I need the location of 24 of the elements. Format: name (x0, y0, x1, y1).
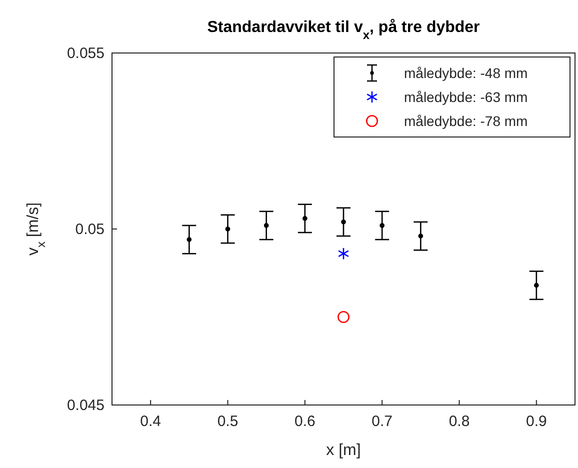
legend-label: måledybde: -63 mm (404, 89, 528, 105)
point (341, 220, 346, 224)
x-tick-label: 0.7 (372, 413, 393, 430)
point (186, 237, 192, 242)
x-tick-label: 0.8 (448, 413, 470, 430)
point (302, 216, 308, 221)
y-tick-label: 0.055 (66, 44, 104, 62)
point (338, 311, 350, 323)
point (380, 223, 385, 228)
point (225, 226, 230, 232)
x-tick-label: 0.4 (140, 413, 162, 430)
y-tick-label: 0.05 (75, 220, 104, 238)
point (264, 223, 269, 228)
chart-title: Standardavviket til v$_{x}$, på tre dybder (207, 18, 480, 42)
point (534, 282, 539, 288)
legend-label: måledybde: -78 mm (404, 113, 528, 129)
legend-label: måledybde: -48 mm (404, 65, 528, 81)
x-axis-title: x [m] (326, 442, 361, 459)
x-tick-label: 0.5 (217, 413, 238, 430)
x-tick-label: 0.6 (294, 413, 316, 430)
y-tick-label: 0.045 (66, 396, 104, 414)
point (338, 247, 350, 260)
point (418, 234, 424, 238)
x-tick-label: 0.9 (526, 413, 547, 430)
